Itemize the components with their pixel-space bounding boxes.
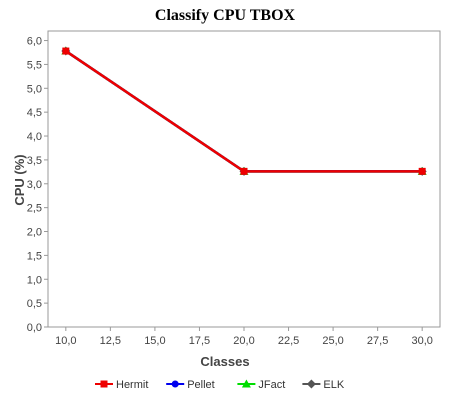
legend-marker-hermit	[100, 380, 108, 388]
legend-item-pellet: Pellet	[166, 379, 215, 391]
y-tick-label: 0,5	[27, 298, 42, 310]
legend: Hermit Pellet JFact ELK	[95, 379, 345, 391]
legend-label-jfact: JFact	[258, 379, 285, 391]
y-tick-label: 5,0	[27, 83, 42, 95]
y-tick-label: 3,0	[27, 179, 42, 191]
y-axis-title: CPU (%)	[12, 154, 27, 205]
y-tick-label: 2,5	[27, 203, 42, 215]
chart-title: Classify CPU TBOX	[155, 7, 296, 24]
x-tick-label: 15,0	[144, 335, 165, 347]
data-point-hermit	[62, 47, 70, 55]
x-axis: 10,0 12,5 15,0 17,5 20,0 22,5 25,0 27,5 30,0	[55, 327, 433, 347]
y-tick-label: 6,0	[27, 36, 42, 48]
x-tick-label: 30,0	[411, 335, 432, 347]
legend-marker-elk	[306, 379, 316, 389]
y-tick-label: 4,5	[27, 107, 42, 119]
legend-item-hermit: Hermit	[95, 379, 148, 391]
legend-label-hermit: Hermit	[116, 379, 148, 391]
y-tick-label: 1,0	[27, 274, 42, 286]
series-hermit	[62, 47, 426, 175]
legend-marker-pellet	[171, 380, 179, 388]
y-tick-label: 1,5	[27, 250, 42, 262]
x-axis-title: Classes	[200, 354, 249, 369]
y-tick-label: 3,5	[27, 155, 42, 167]
x-tick-label: 17,5	[189, 335, 210, 347]
y-tick-label: 0,0	[27, 322, 42, 334]
y-tick-label: 2,0	[27, 227, 42, 239]
series-layer	[61, 46, 427, 176]
x-tick-label: 27,5	[367, 335, 388, 347]
x-tick-label: 22,5	[278, 335, 299, 347]
plot-area	[47, 30, 441, 328]
x-tick-label: 25,0	[322, 335, 343, 347]
legend-label-elk: ELK	[323, 379, 344, 391]
data-point-hermit	[240, 167, 248, 175]
data-point-hermit	[418, 167, 426, 175]
y-tick-label: 5,5	[27, 59, 42, 71]
x-tick-label: 10,0	[55, 335, 76, 347]
legend-item-elk: ELK	[302, 379, 345, 391]
legend-marker-jfact	[241, 379, 251, 388]
y-tick-label: 4,0	[27, 131, 42, 143]
legend-label-pellet: Pellet	[187, 379, 215, 391]
y-axis: 0,0 0,5 1,0 1,5 2,0 2,5 3,0 3,5 4,0 4,5 5,0 5,5 6,0	[27, 36, 48, 334]
x-tick-label: 12,5	[100, 335, 121, 347]
legend-item-jfact: JFact	[237, 379, 285, 391]
x-tick-label: 20,0	[233, 335, 254, 347]
